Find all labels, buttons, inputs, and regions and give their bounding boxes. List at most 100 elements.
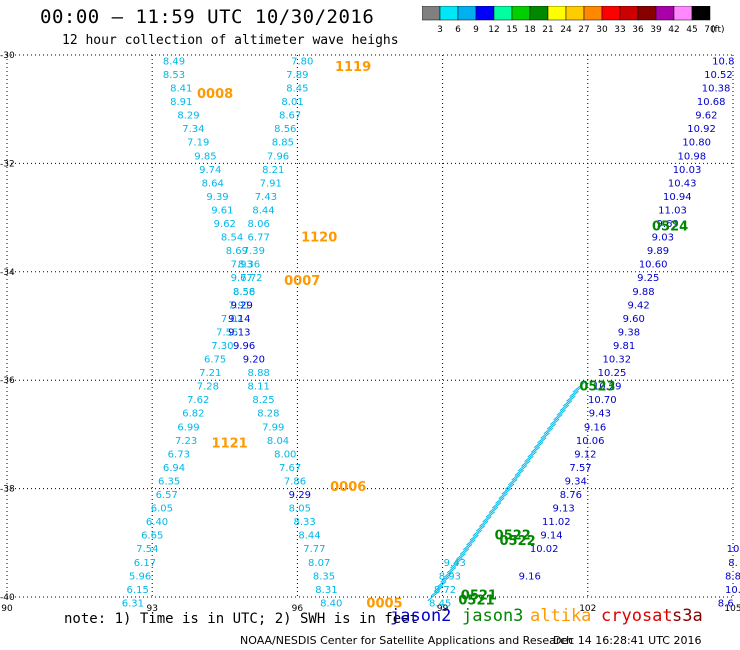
y-tick-label--30: -30 <box>0 51 15 61</box>
pass-label-1120: 1120 <box>301 231 337 246</box>
x-tick-label-102: 102 <box>579 604 596 614</box>
swh-value-label: 9.74 <box>199 165 221 176</box>
swh-value-label: 8.53 <box>163 70 185 81</box>
swh-value-label: 8.76 <box>560 490 582 501</box>
swh-value-label: 6.15 <box>127 585 149 596</box>
y-tick-label--38: -38 <box>0 485 15 495</box>
pass-label-0524: 0524 <box>652 220 688 235</box>
swh-value-label: 9.29 <box>231 300 253 311</box>
swh-value-label: 9.96 <box>233 341 255 352</box>
hatch-mark <box>504 479 518 490</box>
swh-value-label: 10.06 <box>576 436 605 447</box>
swh-value-label: 10.68 <box>697 97 726 108</box>
x-tick-label-96: 96 <box>292 604 304 614</box>
swh-value-label: 10.29 <box>593 382 622 393</box>
swh-value-label: 9.29 <box>289 490 311 501</box>
swh-value-label: 9.16 <box>519 571 541 582</box>
hatch-mark <box>456 548 470 560</box>
swh-value-label: 7.39 <box>243 246 265 257</box>
swh-value-label: 10 <box>727 544 740 555</box>
swh-value-label: 8.85 <box>272 138 294 149</box>
pass-label-0521: 0521 <box>461 588 497 603</box>
swh-value-label: 8.06 <box>248 219 270 230</box>
swh-value-label: 10.52 <box>704 70 733 81</box>
hatch-mark <box>537 432 550 444</box>
swh-value-label: 7.21 <box>199 368 221 379</box>
swh-value-label: 6.77 <box>248 233 270 244</box>
swh-value-label: 7.91 <box>228 300 250 311</box>
mission-label-cryosat: cryosat <box>601 606 673 626</box>
swh-value-label: 8.40 <box>320 598 342 609</box>
swh-value-label: 6.35 <box>158 476 180 487</box>
hatch-mark <box>459 543 473 555</box>
swh-value-label: 9.38 <box>618 327 640 338</box>
track-0521: 9.43 8.93 8.72 8.45 <box>429 558 466 610</box>
swh-value-label: 5.96 <box>129 571 151 582</box>
swh-value-label: 9.12 <box>574 449 596 460</box>
swh-value-label: 9.62 <box>214 219 236 230</box>
hatch-mark <box>530 441 544 453</box>
hatch-mark <box>508 474 521 486</box>
swh-value-label: 11.03 <box>658 205 687 216</box>
swh-value-label: 10.92 <box>687 124 716 135</box>
swh-value-label: 8. <box>728 558 738 569</box>
swh-value-label: 9.14 <box>540 531 562 542</box>
swh-value-label: 10.60 <box>639 260 668 271</box>
hatch-mark <box>572 381 586 393</box>
swh-value-label: 8.31 <box>315 585 337 596</box>
swh-value-label: 10. <box>725 585 740 596</box>
track-1119: 8.49 8.53 8.41 8.91 8.29 7.34 7.19 9.85 9.74 8.64… <box>122 56 256 609</box>
track-0524: 10.8 10.52 10.38 10.68 9.62 10.92 10.80 10.98 10… <box>613 56 734 352</box>
swh-value-label: 10.02 <box>530 544 559 555</box>
hatch-mark <box>524 451 537 462</box>
hatch-mark <box>546 418 560 430</box>
pass-label-0521: 0521 <box>458 594 494 609</box>
hatch-mark <box>562 395 576 407</box>
swh-value-label: 6.05 <box>151 504 173 515</box>
hatch-mark <box>521 455 534 467</box>
pass-label-0005: 0005 <box>366 596 402 611</box>
swh-value-label: 8.93 <box>439 571 461 582</box>
swh-value-label: 6.57 <box>156 490 178 501</box>
swh-value-label: 7.02 <box>221 314 243 325</box>
swh-value-label: 6.75 <box>204 355 226 366</box>
swh-value-label: 6.99 <box>177 422 199 433</box>
track-1120-dark: 9.29 9.14 9.13 9.96 9.20 <box>228 300 265 365</box>
swh-value-label: 10.70 <box>588 395 617 406</box>
swh-value-label: 9.60 <box>623 314 645 325</box>
mission-label-s3a: s3a <box>672 606 703 626</box>
credit-text: NOAA/NESDIS Center for Satellite Applica… <box>240 634 574 647</box>
swh-value-label: 9.25 <box>637 273 659 284</box>
swh-value-label: 10.98 <box>678 151 707 162</box>
swh-value-label: 8.54 <box>221 233 243 244</box>
track-0006: 10 8. 8.8 10. 8.6 <box>718 544 740 609</box>
swh-value-label: 6.31 <box>122 598 144 609</box>
swh-value-label: 10.80 <box>682 138 711 149</box>
swh-value-label: 8.04 <box>267 436 289 447</box>
hatch-mark <box>440 571 453 583</box>
colorbar-level-39: 39 <box>650 25 662 34</box>
swh-value-label: 8.69 <box>226 246 248 257</box>
hatch-mark <box>556 404 570 416</box>
swh-value-label: 9.67 <box>231 273 253 284</box>
hatch-mark <box>485 506 499 518</box>
swh-value-label: 10.25 <box>598 368 627 379</box>
swh-value-label: 7.80 <box>291 56 313 67</box>
swh-value-label: 9.85 <box>194 151 216 162</box>
hatch-mark <box>488 502 502 513</box>
note-text: note: 1) Time is in UTC; 2) SWH is in fe… <box>64 611 419 627</box>
colorbar-level-70: 70 <box>704 25 716 34</box>
swh-value-label: 7.57 <box>569 463 591 474</box>
y-tick-label--40: -40 <box>0 593 15 603</box>
colorbar-level-9: 9 <box>473 25 479 34</box>
hatch-mark <box>569 386 583 398</box>
x-tick-label-90: 90 <box>1 604 13 614</box>
colorbar-swatch-15 <box>691 6 711 21</box>
swh-value-label: 8.11 <box>248 382 270 393</box>
swh-value-label: 7.62 <box>187 395 209 406</box>
swh-value-label: 7.77 <box>303 544 325 555</box>
swh-value-label: 6.82 <box>182 409 204 420</box>
mission-label-jason2: jason2 <box>390 606 452 626</box>
swh-value-label: 7.91 <box>260 178 282 189</box>
